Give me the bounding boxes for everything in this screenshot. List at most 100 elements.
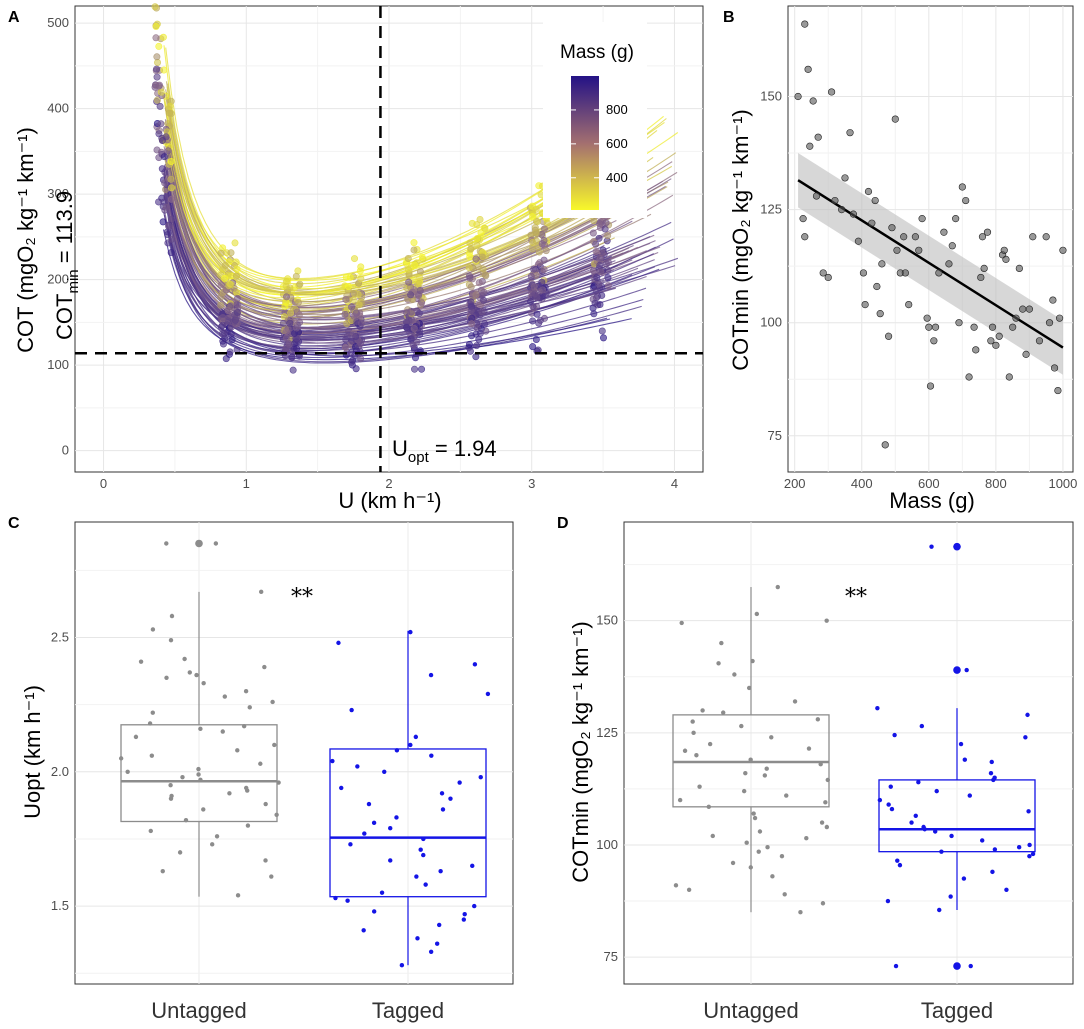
- jitter-point-tagged: [991, 777, 996, 783]
- mass-cotmin-point: [846, 129, 854, 137]
- jitter-point-tagged: [1027, 853, 1032, 859]
- jitter-point-untagged: [196, 772, 201, 777]
- cot-data-point: [282, 327, 290, 335]
- cot-data-point: [155, 82, 163, 90]
- cot-data-point: [532, 237, 540, 245]
- cot-data-point: [415, 279, 423, 287]
- cot-data-point: [592, 240, 600, 248]
- jitter-point-untagged: [732, 672, 737, 677]
- cot-data-point: [542, 247, 550, 255]
- category-label-untagged: Untagged: [703, 998, 798, 1023]
- jitter-point-tagged: [349, 707, 354, 713]
- jitter-point-tagged: [421, 836, 426, 842]
- jitter-point-untagged: [272, 742, 277, 748]
- mass-cotmin-point: [1015, 264, 1023, 273]
- mass-cotmin-point: [873, 282, 881, 291]
- cot-data-point: [533, 218, 541, 226]
- jitter-point-tagged: [333, 895, 338, 901]
- cot-data-point: [467, 245, 475, 253]
- mass-cotmin-point: [1025, 305, 1034, 313]
- jitter-point-untagged: [147, 721, 153, 726]
- cot-data-point: [357, 275, 365, 283]
- cot-data-point: [593, 274, 601, 282]
- jitter-point-untagged: [782, 892, 787, 897]
- jitter-point-tagged: [366, 801, 372, 807]
- cot-data-point: [288, 353, 296, 361]
- cot-data-point: [409, 341, 417, 349]
- cot-data-point: [167, 175, 175, 183]
- cot-data-point: [286, 284, 294, 292]
- cot-data-point: [348, 358, 356, 366]
- mass-cotmin-point: [948, 242, 956, 250]
- cot-data-point: [418, 253, 426, 261]
- panel-b-x-tick-label: 200: [784, 476, 806, 491]
- jitter-point-tagged: [875, 705, 880, 711]
- jitter-point-tagged: [362, 831, 367, 836]
- jitter-point-tagged: [394, 748, 400, 753]
- cot-data-point: [289, 366, 297, 374]
- mass-cotmin-point: [911, 233, 920, 241]
- box-outlier: [195, 539, 203, 548]
- cot-data-point: [357, 355, 365, 363]
- jitter-point-tagged: [399, 962, 405, 968]
- mass-cotmin-point: [905, 301, 913, 309]
- cot-data-point: [219, 314, 227, 322]
- jitter-point-untagged: [744, 840, 749, 845]
- cot-data-point: [592, 248, 600, 256]
- cot-data-point: [477, 286, 485, 294]
- category-label-tagged: Tagged: [372, 998, 444, 1023]
- jitter-point-tagged: [961, 876, 967, 881]
- cot-data-point: [597, 268, 605, 276]
- jitter-point-tagged: [478, 774, 483, 780]
- jitter-point-untagged: [756, 849, 761, 854]
- jitter-point-tagged: [436, 922, 442, 928]
- cot-data-point: [217, 249, 225, 257]
- jitter-point-untagged: [196, 766, 201, 772]
- uopt-annotation: Uopt = 1.94: [392, 436, 497, 466]
- panel-letter-d: D: [557, 515, 569, 532]
- cot-data-point: [151, 3, 159, 11]
- panel-a-y-tick-label: 300: [47, 186, 69, 201]
- jitter-point-untagged: [133, 734, 139, 740]
- cot-data-point: [405, 278, 413, 286]
- panel-a-x-tick-label: 0: [100, 476, 107, 491]
- cot-data-point: [342, 336, 350, 344]
- cot-data-point: [346, 273, 354, 281]
- cot-data-point: [157, 120, 165, 128]
- mass-cotmin-point: [824, 273, 832, 282]
- cot-data-point: [219, 329, 227, 337]
- mass-cotmin-point: [849, 210, 857, 218]
- jitter-point-tagged: [371, 820, 377, 826]
- jitter-point-untagged: [825, 777, 830, 783]
- cot-data-point: [292, 324, 300, 332]
- panel-a-x-tick-label: 1: [243, 476, 250, 491]
- jitter-point-tagged: [379, 890, 385, 895]
- cot-data-point: [528, 245, 536, 253]
- mass-cotmin-point: [1055, 314, 1064, 322]
- cot-data-point: [589, 229, 597, 237]
- jitter-point-tagged: [988, 770, 994, 776]
- jitter-point-untagged: [694, 753, 699, 758]
- jitter-point-tagged: [414, 874, 419, 879]
- jitter-point-untagged: [160, 868, 165, 874]
- panel-c: C 1.5 2.0 2.5 Untagged Tagged ** Uopt (km h…: [8, 515, 514, 1023]
- jitter-point-tagged: [429, 753, 434, 758]
- cot-data-point: [481, 320, 489, 328]
- jitter-point-tagged: [408, 742, 413, 748]
- mass-cotmin-point: [955, 319, 963, 327]
- jitter-point-untagged: [775, 584, 780, 590]
- jitter-point-untagged: [168, 783, 173, 788]
- panel-b-y-axis-title: COTmin (mgO₂ kg⁻¹ km⁻¹): [728, 109, 753, 371]
- mass-cotmin-point: [915, 246, 923, 254]
- panel-a-x-tick-label: 3: [528, 476, 535, 491]
- cot-data-point: [529, 213, 537, 221]
- panel-a-x-tick-label: 4: [671, 476, 678, 491]
- cot-data-point: [416, 268, 424, 276]
- jitter-point-untagged: [751, 811, 756, 816]
- jitter-point-tagged: [964, 667, 969, 673]
- jitter-point-tagged: [434, 941, 440, 946]
- cot-data-point: [533, 310, 541, 318]
- mass-cotmin-point: [987, 337, 995, 345]
- cot-data-point: [416, 286, 424, 294]
- cot-data-point: [404, 266, 412, 274]
